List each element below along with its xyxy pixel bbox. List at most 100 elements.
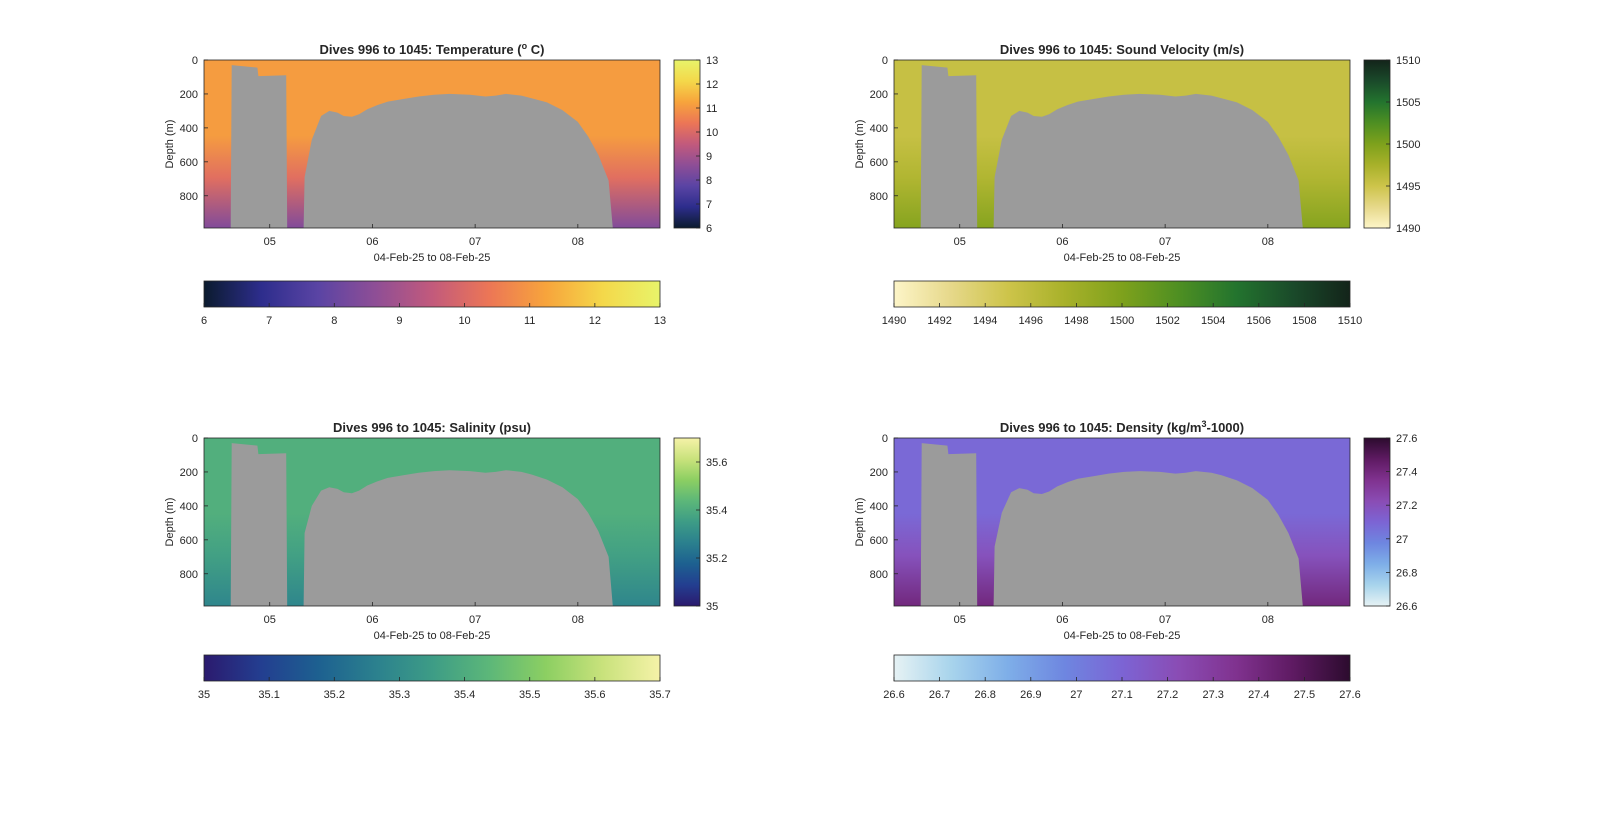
side-colorbar-label: 8 xyxy=(706,175,712,187)
side-colorbar-label: 35.6 xyxy=(706,457,727,469)
x-tick-label: 07 xyxy=(1159,614,1171,626)
bottom-colorbar-label: 26.8 xyxy=(974,689,995,701)
side-colorbar-label: 27.4 xyxy=(1396,467,1417,479)
side-colorbar-label: 6 xyxy=(706,223,712,235)
bottom-colorbar-label: 10 xyxy=(458,315,470,327)
bottom-colorbar-label: 35.4 xyxy=(454,689,475,701)
bottom-colorbar-label: 1504 xyxy=(1201,315,1225,327)
y-tick-label: 600 xyxy=(180,535,198,547)
bottom-colorbar-label: 12 xyxy=(589,315,601,327)
no-data-mask xyxy=(894,65,1350,228)
x-tick-label: 05 xyxy=(954,614,966,626)
side-colorbar-label: 1490 xyxy=(1396,223,1420,235)
bottom-colorbar-label: 1502 xyxy=(1155,315,1179,327)
side-colorbar-label: 26.6 xyxy=(1396,601,1417,613)
bottom-colorbar-label: 11 xyxy=(524,315,535,327)
y-axis-label: Depth (m) xyxy=(164,120,176,169)
x-tick-label: 08 xyxy=(1262,614,1274,626)
x-tick-label: 05 xyxy=(954,236,966,248)
x-tick-label: 07 xyxy=(469,614,481,626)
x-tick-label: 08 xyxy=(572,614,584,626)
no-data-mask xyxy=(894,443,1350,606)
plot-frame xyxy=(203,437,661,607)
y-tick-label: 0 xyxy=(882,433,888,445)
y-tick-label: 0 xyxy=(192,55,198,67)
side-colorbar xyxy=(673,59,701,229)
side-colorbar-label: 35.4 xyxy=(706,505,727,517)
bottom-colorbar xyxy=(893,654,1351,682)
x-axis-label: 04-Feb-25 to 08-Feb-25 xyxy=(374,630,491,642)
plot-frame xyxy=(893,437,1351,607)
chart-title: Dives 996 to 1045: Temperature (o C) xyxy=(320,41,545,57)
bottom-colorbar-label: 8 xyxy=(331,315,337,327)
side-colorbar-label: 1510 xyxy=(1396,55,1420,67)
side-colorbar-label: 1505 xyxy=(1396,97,1420,109)
y-tick-label: 400 xyxy=(180,123,198,135)
no-data-mask xyxy=(204,65,660,228)
panel-3: 05 06 07 08 0 200 400 600 800 Dives 996 to 1045: … xyxy=(164,420,727,701)
bottom-colorbar-label: 35.1 xyxy=(258,689,279,701)
bottom-colorbar-label: 35.3 xyxy=(389,689,410,701)
side-colorbar-label: 35 xyxy=(706,601,718,613)
bottom-colorbar xyxy=(893,280,1351,308)
side-colorbar-label: 1495 xyxy=(1396,181,1420,193)
side-colorbar-label: 1500 xyxy=(1396,139,1420,151)
x-tick-label: 07 xyxy=(1159,236,1171,248)
x-tick-label: 08 xyxy=(572,236,584,248)
bottom-colorbar-label: 27.1 xyxy=(1111,689,1132,701)
bottom-colorbar-label: 27 xyxy=(1070,689,1082,701)
chart-title: Dives 996 to 1045: Salinity (psu) xyxy=(333,420,531,435)
x-axis-label: 04-Feb-25 to 08-Feb-25 xyxy=(1064,630,1181,642)
bottom-colorbar-label: 1492 xyxy=(927,315,951,327)
y-axis-label: Depth (m) xyxy=(164,498,176,547)
bottom-colorbar-label: 27.4 xyxy=(1248,689,1269,701)
bottom-colorbar xyxy=(203,280,661,308)
no-data-mask xyxy=(204,443,660,606)
x-tick-label: 05 xyxy=(264,236,276,248)
plot-frame xyxy=(203,59,661,229)
bottom-colorbar-label: 7 xyxy=(266,315,272,327)
bottom-colorbar-label: 35.7 xyxy=(649,689,670,701)
plot-frame xyxy=(893,59,1351,229)
side-colorbar-label: 26.8 xyxy=(1396,567,1417,579)
x-tick-label: 06 xyxy=(366,236,378,248)
side-colorbar-label: 9 xyxy=(706,151,712,163)
y-axis-label: Depth (m) xyxy=(854,120,866,169)
panel-2: 05 06 07 08 0 200 400 600 800 Dives 996 to 1045: … xyxy=(854,42,1420,327)
x-tick-label: 08 xyxy=(1262,236,1274,248)
side-colorbar-label: 27.2 xyxy=(1396,500,1417,512)
side-colorbar-label: 27 xyxy=(1396,534,1408,546)
bottom-colorbar-label: 9 xyxy=(396,315,402,327)
bottom-colorbar-label: 1506 xyxy=(1247,315,1271,327)
bottom-colorbar-label: 35.2 xyxy=(324,689,345,701)
y-tick-label: 800 xyxy=(870,569,888,581)
chart-title: Dives 996 to 1045: Density (kg/m3-1000) xyxy=(1000,419,1244,435)
bottom-colorbar-label: 27.6 xyxy=(1339,689,1360,701)
y-tick-label: 200 xyxy=(870,89,888,101)
bottom-colorbar-label: 1490 xyxy=(882,315,906,327)
x-tick-label: 06 xyxy=(366,614,378,626)
bottom-colorbar-label: 35.5 xyxy=(519,689,540,701)
bottom-colorbar-label: 35 xyxy=(198,689,210,701)
y-tick-label: 600 xyxy=(870,535,888,547)
panel-4: 05 06 07 08 0 200 400 600 800 Dives 996 to 1045: … xyxy=(854,419,1417,701)
y-tick-label: 0 xyxy=(882,55,888,67)
bottom-colorbar-label: 1508 xyxy=(1292,315,1316,327)
side-colorbar-label: 27.6 xyxy=(1396,433,1417,445)
bottom-colorbar-label: 35.6 xyxy=(584,689,605,701)
bottom-colorbar-label: 27.3 xyxy=(1202,689,1223,701)
side-colorbar xyxy=(1363,437,1391,607)
x-tick-label: 06 xyxy=(1056,236,1068,248)
bottom-colorbar-label: 27.2 xyxy=(1157,689,1178,701)
bottom-colorbar-label: 1510 xyxy=(1338,315,1362,327)
y-tick-label: 400 xyxy=(870,501,888,513)
bottom-colorbar-label: 6 xyxy=(201,315,207,327)
y-tick-label: 200 xyxy=(870,467,888,479)
x-axis-label: 04-Feb-25 to 08-Feb-25 xyxy=(374,252,491,264)
x-tick-label: 07 xyxy=(469,236,481,248)
y-tick-label: 800 xyxy=(180,569,198,581)
y-axis-label: Depth (m) xyxy=(854,498,866,547)
bottom-colorbar-label: 1498 xyxy=(1064,315,1088,327)
chart-title: Dives 996 to 1045: Sound Velocity (m/s) xyxy=(1000,42,1244,57)
